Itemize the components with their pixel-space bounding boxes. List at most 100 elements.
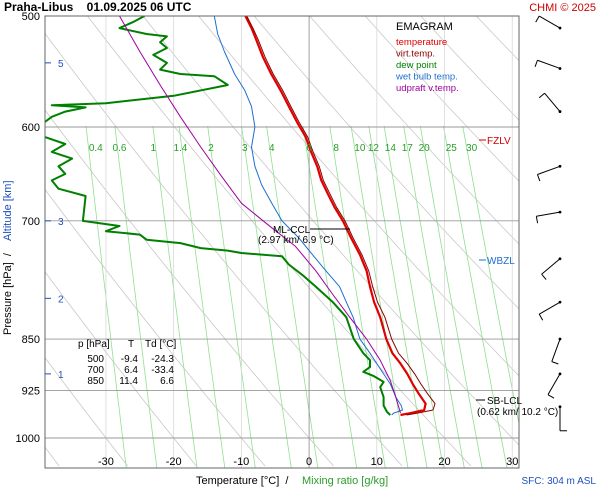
table-cell-td: 6.6 — [160, 376, 174, 387]
wind-barb-staff — [541, 258, 561, 275]
pressure-tick-label: 850 — [22, 334, 40, 346]
wind-barbs — [534, 15, 567, 432]
sfc-label: SFC: 304 m ASL — [522, 476, 597, 487]
wind-barb-station — [558, 337, 562, 341]
series-temperature — [244, 16, 427, 417]
wind-barb — [534, 59, 562, 70]
mixing-ratio-line — [329, 125, 386, 468]
wind-barb — [535, 210, 562, 224]
grid-lines — [45, 16, 600, 468]
dry-adiabat — [45, 271, 197, 467]
annotations: FZLV WBZL ML-CCL (2.97 km/ 6.9 °C) SB-LC… — [258, 136, 558, 418]
wind-barb-station — [558, 257, 562, 261]
wind-barb-feather — [551, 361, 559, 365]
temperature-tick-label: 10 — [371, 456, 383, 468]
mixing-ratio-label: 2 — [208, 143, 214, 154]
mixing-ratio-line — [114, 125, 158, 468]
wind-barb-staff — [536, 211, 561, 217]
wbzl-label: WBZL — [487, 256, 515, 267]
wind-barb-station — [558, 67, 562, 70]
altitude-tick-label: 2 — [58, 294, 64, 305]
wind-barb-staff — [537, 165, 561, 175]
table-cell-p: 500 — [87, 354, 104, 365]
dry-adiabat — [45, 109, 334, 467]
table-cell-t: -9.4 — [121, 354, 139, 365]
mixing-ratio-line — [241, 125, 292, 468]
y-axis-label-altitude: Altitude [km] — [2, 180, 14, 241]
dry-adiabat — [364, 16, 519, 182]
wind-barb — [541, 257, 562, 280]
wind-barb-station — [558, 405, 562, 409]
mixing-ratio-label: 3 — [242, 143, 248, 154]
mixing-ratio-line — [368, 125, 428, 468]
dry-adiabat — [87, 16, 472, 467]
wind-barb-staff — [538, 15, 561, 29]
table-cell-p: 850 — [87, 376, 104, 387]
series-udpraft-v-temp — [119, 16, 401, 414]
dry-adiabat — [420, 16, 519, 121]
mixing-ratio-label: 1.4 — [173, 143, 187, 154]
altitude-tick-label: 3 — [58, 217, 64, 228]
pressure-tick-label: 925 — [22, 386, 40, 398]
dry-adiabat — [198, 16, 519, 377]
table-header-p: p [hPa] — [78, 339, 110, 350]
wind-barb-feather — [538, 313, 544, 321]
mixing-ratio-label: 20 — [419, 143, 431, 154]
mixing-ratio-label: 4 — [269, 143, 275, 154]
wind-barb-staff — [537, 59, 561, 69]
wind-barb-feather — [536, 174, 541, 182]
mixing-ratio-label: 6 — [306, 143, 312, 154]
mixing-ratio-line — [178, 125, 226, 468]
ml-ccl-label: ML-CCL — [273, 225, 311, 236]
series-virt-temp — [246, 16, 436, 416]
mixing-ratio-line — [443, 125, 508, 468]
wind-barb-station — [558, 372, 562, 376]
altitude-tick-label: 1 — [58, 370, 64, 381]
mixing-ratio-label: 17 — [402, 143, 414, 154]
wind-barb-station — [558, 26, 562, 30]
wind-barb-feather — [547, 394, 555, 399]
wind-barb — [535, 15, 562, 30]
wind-barb-station — [558, 164, 562, 168]
dry-adiabat — [532, 16, 600, 466]
series-dew-point — [45, 16, 391, 416]
sb-lcl-value: (0.62 km/ 10.2 °C) — [477, 407, 558, 418]
dry-adiabat — [45, 188, 266, 467]
legend-entry: dew point — [396, 60, 437, 71]
altitude-tick-label: 5 — [58, 59, 64, 70]
temperature-tick-label: 20 — [438, 456, 450, 468]
y-axis-label-pressure: Pressure [hPa] / — [2, 252, 14, 335]
fzlv-label: FZLV — [487, 136, 511, 147]
dry-adiabat — [309, 16, 519, 245]
wind-barb-staff — [547, 373, 561, 395]
mixing-ratio-label: 0.6 — [113, 143, 127, 154]
legend-entry: udpraft v.temp. — [396, 83, 459, 94]
table-cell-t: 11.4 — [119, 376, 138, 387]
mixing-ratio-line — [383, 125, 444, 468]
dry-adiabat — [587, 16, 600, 466]
copyright-label: CHMI © 2025 — [529, 2, 596, 14]
mixing-ratio-line — [207, 125, 256, 468]
wind-barb-staff — [551, 338, 561, 362]
pressure-tick-label: 1000 — [16, 433, 40, 445]
sounding-curves — [45, 16, 436, 417]
temperature-tick-label: -10 — [233, 456, 249, 468]
mixing-ratio-label: 8 — [333, 143, 339, 154]
wind-barb — [551, 337, 562, 365]
temperature-tick-label: -20 — [166, 456, 182, 468]
table-cell-t: 6.4 — [124, 365, 138, 376]
table-cell-td: -33.4 — [151, 365, 174, 376]
ml-ccl-value: (2.97 km/ 6.9 °C) — [258, 235, 334, 246]
pressure-tick-label: 600 — [22, 122, 40, 134]
wind-barb-station — [558, 300, 562, 304]
legend-entry: temperature — [396, 37, 447, 48]
temperature-tick-label: 0 — [306, 456, 312, 468]
wind-barb-station — [558, 110, 562, 113]
wind-barb-station — [558, 210, 562, 214]
x-axis-label-mixing: Mixing ratio [g/kg] — [302, 475, 388, 487]
mixing-ratio-label: 25 — [446, 143, 458, 154]
legend-entry: wet bulb temp. — [395, 72, 458, 83]
wind-barb-feather — [535, 15, 540, 23]
